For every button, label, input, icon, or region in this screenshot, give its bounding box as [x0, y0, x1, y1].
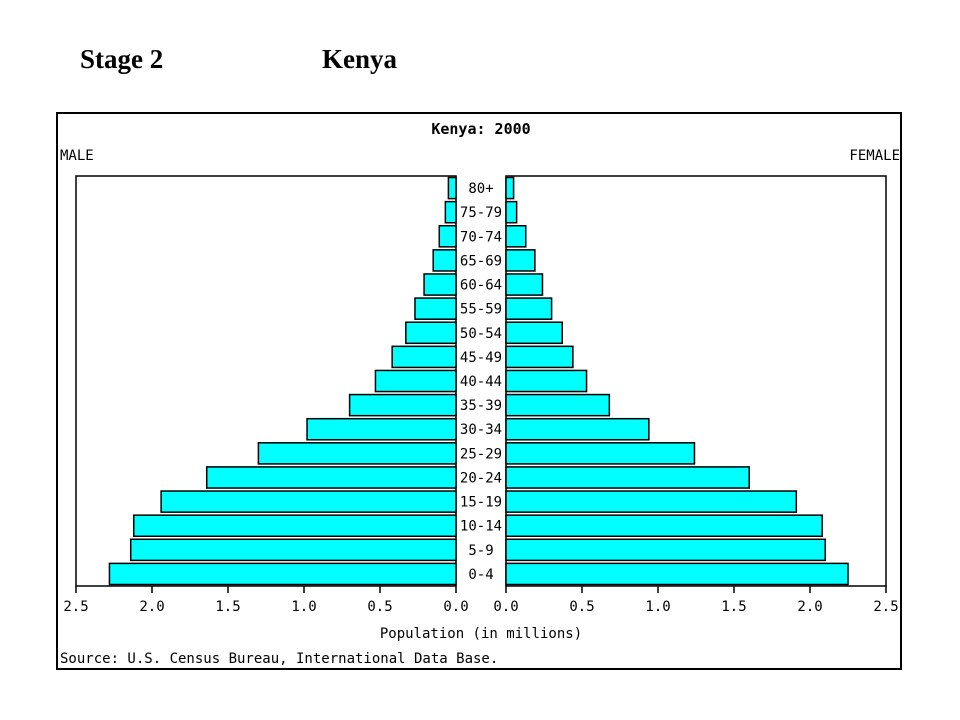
male-bar	[160, 490, 457, 513]
female-bar	[505, 514, 823, 538]
female-bar	[505, 297, 553, 320]
female-bar	[505, 538, 826, 562]
male-bar	[414, 297, 457, 320]
male-bar	[438, 224, 457, 248]
age-group-label: 75-79	[460, 205, 502, 221]
female-bar	[505, 490, 798, 513]
female-x-tick-label: 0.5	[569, 599, 594, 615]
stage-heading: Stage 2	[80, 44, 164, 74]
female-x-tick-label: 0.0	[493, 599, 518, 615]
population-pyramid-chart: Kenya: 2000 MALE FEMALE 0-4 5-9 10-14 15-19 20-…	[56, 112, 902, 670]
male-bar	[432, 249, 457, 272]
age-group-label: 15-19	[460, 495, 502, 511]
male-bar	[257, 442, 457, 465]
female-bar	[505, 417, 650, 441]
age-group-label: 5-9	[468, 543, 493, 559]
male-x-tick-label: 2.0	[139, 599, 164, 615]
male-bar	[444, 200, 457, 224]
male-bar	[391, 345, 457, 369]
female-bar	[505, 200, 518, 224]
female-bar	[505, 345, 574, 369]
male-bar	[405, 321, 457, 345]
female-bar	[505, 562, 849, 586]
female-bar	[505, 442, 696, 465]
male-x-tick-label: 0.5	[367, 599, 392, 615]
male-bar	[348, 393, 457, 417]
age-group-label: 10-14	[460, 519, 502, 535]
female-bar	[505, 393, 611, 417]
male-bar	[306, 417, 457, 441]
age-group-label: 40-44	[460, 374, 502, 390]
male-x-tick-label: 2.5	[63, 599, 88, 615]
age-group-label: 80+	[468, 181, 493, 197]
age-group-label: 25-29	[460, 446, 502, 462]
male-bar	[129, 538, 457, 562]
source-note: Source: U.S. Census Bureau, Internationa…	[60, 651, 498, 667]
female-bar	[505, 321, 563, 345]
male-bar	[205, 466, 457, 489]
age-group-label: 30-34	[460, 422, 502, 438]
female-x-tick-label: 1.0	[645, 599, 670, 615]
male-x-tick-label: 1.0	[291, 599, 316, 615]
age-group-label: 70-74	[460, 229, 502, 245]
male-bar	[108, 562, 457, 586]
male-bar	[423, 273, 457, 296]
male-x-tick-label: 1.5	[215, 599, 240, 615]
pyramid-svg: Kenya: 2000 MALE FEMALE 0-4 5-9 10-14 15-19 20-…	[60, 120, 900, 667]
male-bar	[447, 176, 457, 200]
female-bar	[505, 176, 515, 200]
x-axis-label: Population (in millions)	[380, 626, 582, 642]
female-bar	[505, 466, 750, 489]
female-bar	[505, 273, 544, 296]
female-label: FEMALE	[849, 148, 900, 164]
female-x-tick-label: 2.5	[873, 599, 898, 615]
female-bar	[505, 369, 588, 393]
female-x-tick-label: 1.5	[721, 599, 746, 615]
male-bar	[133, 514, 457, 538]
female-x-tick-label: 2.0	[797, 599, 822, 615]
male-bar	[374, 369, 457, 393]
country-heading: Kenya	[322, 44, 398, 74]
age-group-label: 65-69	[460, 253, 502, 269]
female-bar	[505, 224, 527, 248]
age-group-label: 0-4	[468, 567, 493, 583]
male-label: MALE	[60, 148, 94, 164]
male-x-tick-label: 0.0	[443, 599, 468, 615]
age-group-label: 20-24	[460, 470, 502, 486]
age-group-label: 55-59	[460, 302, 502, 318]
age-group-label: 45-49	[460, 350, 502, 366]
age-group-label: 35-39	[460, 398, 502, 414]
chart-title: Kenya: 2000	[431, 120, 530, 138]
female-bar	[505, 249, 536, 272]
age-group-label: 60-64	[460, 278, 502, 294]
age-group-label: 50-54	[460, 326, 502, 342]
